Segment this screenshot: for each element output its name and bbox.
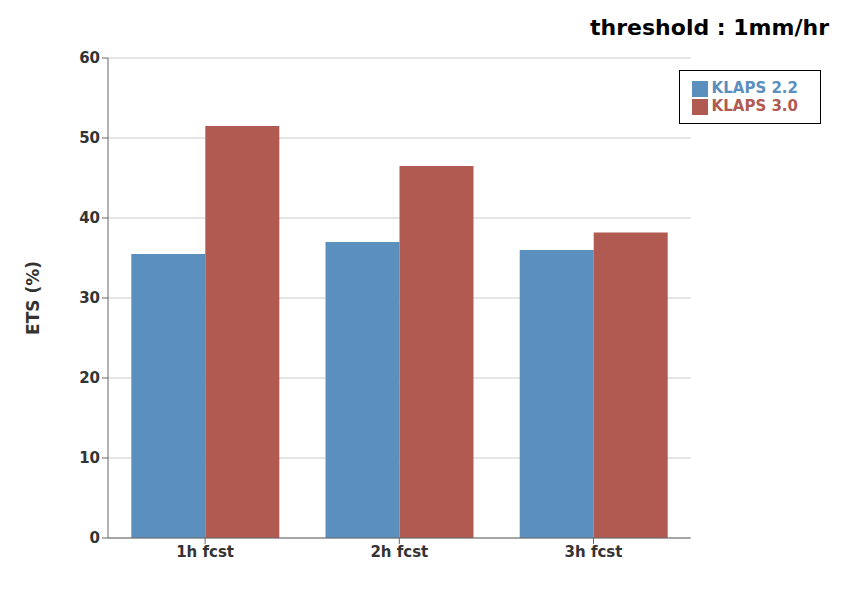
svg-text:10: 10 — [79, 449, 100, 467]
html-text:KLAPS 2.2: KLAPS 2.2 — [711, 79, 798, 97]
html-text:KLAPS 3.0: KLAPS 3.0 — [711, 97, 798, 115]
svg-text:2h fcst: 2h fcst — [370, 543, 428, 561]
svg-text:1h fcst: 1h fcst — [176, 543, 234, 561]
svg-text:30: 30 — [79, 289, 100, 307]
svg-text:40: 40 — [79, 209, 100, 227]
svg-text:0: 0 — [90, 529, 100, 547]
svg-text:60: 60 — [79, 49, 100, 67]
svg-text:ETS (%): ETS (%) — [23, 261, 43, 335]
svg-text:50: 50 — [79, 129, 100, 147]
svg-text:20: 20 — [79, 369, 100, 387]
svg-text:3h fcst: 3h fcst — [565, 543, 623, 561]
html-text:threshold : 1mm/hr: threshold : 1mm/hr — [590, 15, 829, 40]
